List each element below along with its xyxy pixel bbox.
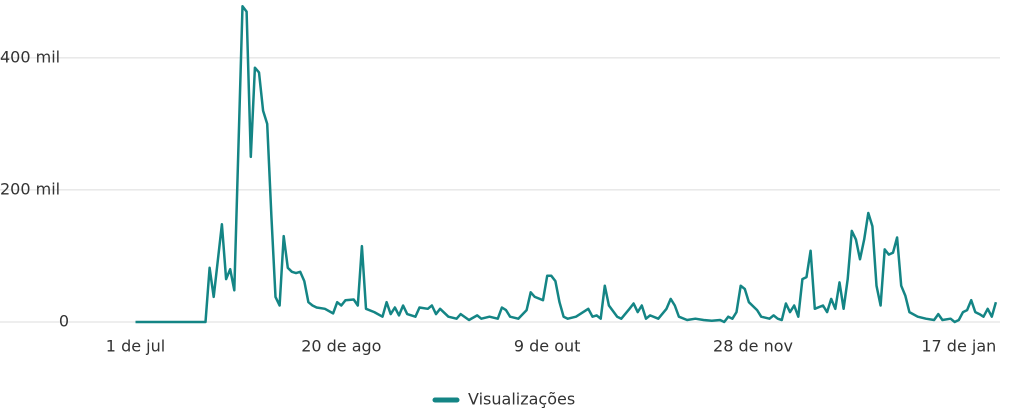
- x-tick-label: 20 de ago: [301, 337, 381, 356]
- x-tick-label: 1 de jul: [106, 337, 165, 356]
- x-tick-label: 17 de jan: [921, 337, 996, 356]
- y-tick-label: 400 mil: [0, 47, 60, 66]
- x-tick-label: 28 de nov: [713, 337, 793, 356]
- y-tick-label: 200 mil: [0, 179, 60, 198]
- data-line: [135, 5, 998, 324]
- y-tick-label: 0: [59, 312, 69, 331]
- x-tick-label: 9 de out: [514, 337, 581, 356]
- legend-label: Visualizações: [468, 390, 575, 409]
